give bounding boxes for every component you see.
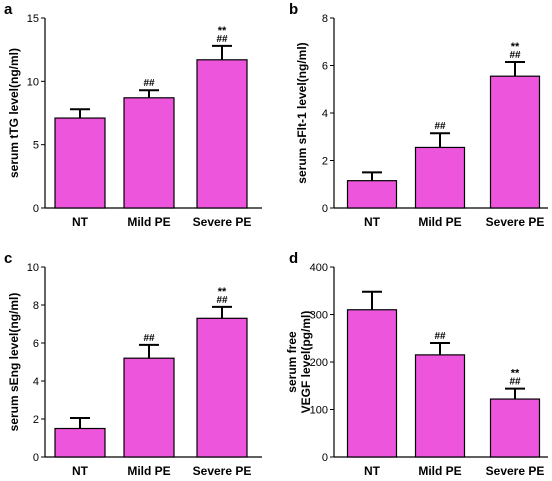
x-tick-label: NT (72, 464, 89, 478)
bar-nt (54, 427, 106, 458)
bar-severe-pe (489, 398, 541, 458)
y-tick-label: 2 (322, 156, 328, 168)
y-tick-label: 10 (27, 262, 39, 274)
y-tick-label: 300 (310, 310, 328, 322)
bar-nt (346, 309, 398, 458)
y-tick-label: 200 (310, 357, 328, 369)
significance-hash: ## (509, 377, 521, 388)
significance-hash: ## (143, 333, 155, 344)
significance-stars: ** (511, 368, 520, 380)
x-tick-label: Severe PE (193, 464, 252, 478)
y-tick-label: 6 (322, 61, 328, 73)
x-tick-label: Mild PE (127, 464, 170, 478)
y-tick-label: 5 (33, 140, 39, 152)
y-tick-label: 4 (322, 108, 328, 120)
chart-panel-c: c serum sEng level(ng/ml) 0 2 4 6 8 10 NT Mild PE… (4, 250, 262, 478)
significance-stars: ** (511, 41, 520, 53)
y-axis-label: serum free (285, 331, 299, 393)
chart-panel-d: d serum free VEGF level(pg/ml) 0 100 200 300 40… (285, 250, 548, 478)
y-axis-label: serum sEng level(ng/ml) (7, 293, 21, 432)
bar-mild-pe (414, 354, 466, 458)
bar-nt (346, 180, 398, 209)
bar-nt (54, 117, 106, 209)
y-tick-label: 6 (33, 338, 39, 350)
y-tick-label: 0 (322, 203, 328, 215)
y-tick-label: 0 (33, 452, 39, 464)
bar-severe-pe (196, 317, 248, 458)
x-tick-label: Mild PE (127, 215, 170, 229)
bar-mild-pe (414, 146, 466, 209)
x-tick-label: Severe PE (486, 215, 545, 229)
x-tick-label: Severe PE (486, 464, 545, 478)
x-tick-label: NT (72, 215, 89, 229)
bar-severe-pe (196, 59, 248, 209)
bar-mild-pe (123, 357, 175, 458)
significance-hash: ## (216, 34, 228, 45)
y-tick-label: 8 (322, 13, 328, 25)
x-tick-label: Mild PE (418, 464, 461, 478)
bar-mild-pe (123, 97, 175, 209)
x-tick-label: Severe PE (193, 215, 252, 229)
y-tick-label: 0 (33, 203, 39, 215)
y-tick-label: 2 (33, 414, 39, 426)
y-tick-label: 4 (33, 376, 39, 388)
panel-letter: c (4, 250, 12, 267)
significance-hash: ## (509, 50, 521, 61)
y-tick-label: 400 (310, 262, 328, 274)
panel-letter: a (4, 1, 13, 18)
significance-hash: ## (434, 121, 446, 132)
panel-letter: d (289, 250, 298, 267)
y-tick-label: 15 (27, 13, 39, 25)
significance-stars: ** (218, 286, 227, 298)
y-tick-label: 8 (33, 300, 39, 312)
significance-hash: ## (434, 331, 446, 342)
y-axis-label: serum sFlt-1 level(ng/ml) (295, 42, 309, 183)
bar-severe-pe (489, 75, 541, 209)
chart-panel-b: b serum sFlt-1 level(ng/ml) 0 2 4 6 8 NT Mild PE… (289, 1, 548, 229)
y-tick-label: 100 (310, 405, 328, 417)
chart-panel-a: a serum tTG level(ng/ml) 0 5 10 15 NT Mild PE ##… (4, 1, 262, 229)
significance-hash: ## (143, 78, 155, 89)
y-axis-label: serum tTG level(ng/ml) (7, 48, 21, 178)
x-tick-label: NT (364, 464, 381, 478)
y-axis-label: VEGF level(pg/ml) (299, 311, 313, 414)
x-tick-label: NT (364, 215, 381, 229)
x-tick-label: Mild PE (418, 215, 461, 229)
panel-letter: b (289, 1, 298, 18)
significance-hash: ## (216, 295, 228, 306)
significance-stars: ** (218, 25, 227, 37)
y-tick-label: 0 (322, 452, 328, 464)
y-tick-label: 10 (27, 76, 39, 88)
